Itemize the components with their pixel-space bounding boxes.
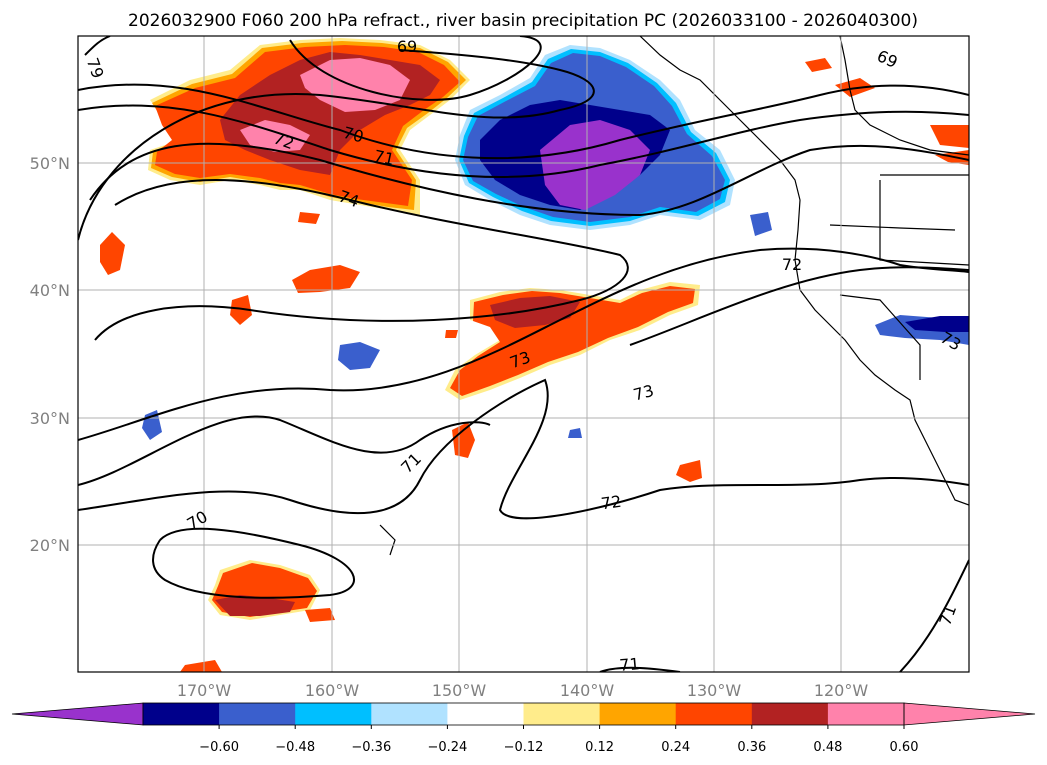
lon-label: 160°W [305,681,360,700]
colorbar-segment [827,703,905,725]
lat-label: 40°N [30,281,70,300]
lon-label: 140°W [560,681,615,700]
colorbar-tick-label: −0.48 [275,740,315,755]
lat-label: 50°N [30,154,70,173]
colorbar-segment [295,703,372,725]
contour-label: 69 [397,37,417,56]
colorbar-under-extension [11,702,144,726]
lon-label: 170°W [177,681,232,700]
lat-label: 30°N [30,409,70,428]
colorbar-tick-label: −0.36 [351,740,391,755]
colorbar-tick-label: 0.60 [890,740,919,755]
colorbar-segment [219,703,296,725]
gridlines [78,36,969,672]
colorbar-tick-label: −0.60 [199,740,239,755]
colorbar-over-extension [903,702,1036,726]
lon-label: 130°W [687,681,742,700]
refractivity-contours [78,36,969,672]
colorbar: −0.60 −0.48 −0.36 −0.24 −0.12 0.12 0.24 0.36 0.4… [11,702,1036,755]
colorbar-tick-label: 0.24 [661,740,690,755]
contour-label: 71 [372,146,396,169]
colorbar-tick-label: −0.12 [504,740,544,755]
contour-label: 71 [619,654,641,675]
figure-title: 2026032900 F060 200 hPa refract., river … [128,11,918,31]
negative-anomaly-north-pacific [455,45,735,230]
colorbar-segment [675,703,753,725]
contour-label: 72 [782,255,802,274]
colorbar-segment [371,703,448,725]
colorbar-segment [751,703,829,725]
latitude-labels: 50°N 40°N 30°N 20°N [30,154,70,555]
map-frame [77,35,970,673]
positive-anomaly-southwest [208,560,320,620]
lon-label: 120°W [814,681,869,700]
positive-anomaly-northwest [148,38,470,215]
colorbar-tick-label: 0.12 [585,740,614,755]
contour-label: 70 [341,123,366,147]
colorbar-tick-label: 0.48 [813,740,842,755]
colorbar-segment [143,703,220,725]
contour-label: 73 [631,381,656,405]
colorbar-tick-label: −0.24 [427,740,467,755]
colorbar-segment [523,703,601,725]
map-panel: 69 69 79 72 70 71 74 72 73 73 73 71 72 7… [30,35,970,700]
colorbar-ticks: −0.60 −0.48 −0.36 −0.24 −0.12 0.12 0.24 0.36 0.4… [199,725,918,755]
lat-label: 20°N [30,536,70,555]
longitude-labels: 170°W 160°W 150°W 140°W 130°W 120°W [177,681,869,700]
colorbar-tick-label: 0.36 [737,740,766,755]
colorbar-segment [599,703,677,725]
lon-label: 150°W [432,681,487,700]
colorbar-segments [143,703,905,725]
contour-label: 72 [600,492,623,514]
colorbar-segment [447,703,524,725]
